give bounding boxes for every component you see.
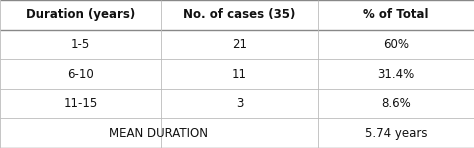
Text: 8.6%: 8.6% — [381, 97, 410, 110]
Text: 5.74 years: 5.74 years — [365, 127, 427, 140]
Text: 3: 3 — [236, 97, 243, 110]
Text: 60%: 60% — [383, 38, 409, 51]
Text: No. of cases (35): No. of cases (35) — [183, 8, 296, 21]
Text: 1-5: 1-5 — [71, 38, 90, 51]
Text: 31.4%: 31.4% — [377, 67, 414, 81]
Text: 21: 21 — [232, 38, 247, 51]
Text: 11-15: 11-15 — [64, 97, 98, 110]
Text: 11: 11 — [232, 67, 247, 81]
Text: % of Total: % of Total — [363, 8, 428, 21]
Text: 6-10: 6-10 — [67, 67, 94, 81]
Text: MEAN DURATION: MEAN DURATION — [109, 127, 208, 140]
Text: Duration (years): Duration (years) — [26, 8, 135, 21]
